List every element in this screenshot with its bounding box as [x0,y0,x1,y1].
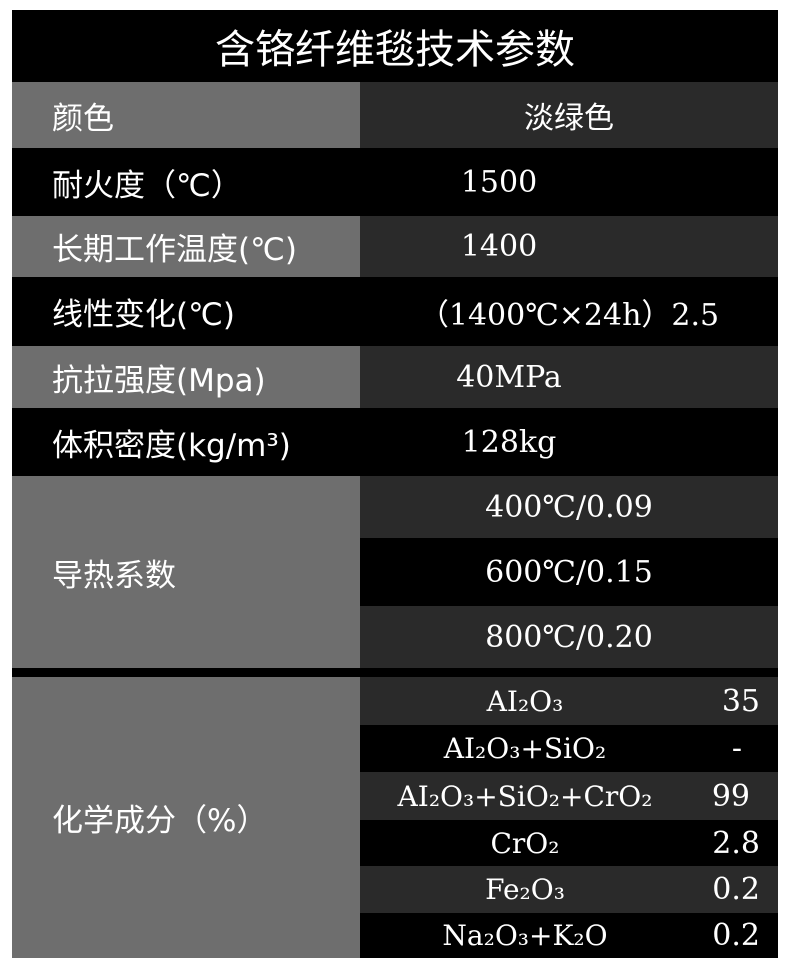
chemical-subrow: AI₂O₃+SiO₂ - [360,725,778,772]
row-value: 128kg [360,408,778,476]
chemical-composition-row: 化学成分（%） AI₂O₃ 35 AI₂O₃+SiO₂ - AI₂O₃+SiO₂+C… [12,677,778,958]
formula: AI₂O₃ [486,684,564,718]
percent: 99 [711,778,750,814]
row-value: 1400 [360,216,778,277]
table-row: 耐火度（℃） 1500 [12,148,778,216]
thermal-subrow: 400℃/0.09 [360,476,778,538]
row-label: 颜色 [12,82,360,148]
row-label: 化学成分（%） [12,677,360,958]
thermal-value: 400℃/0.09 [485,489,653,525]
table-row: 线性变化(℃) （1400℃×24h）2.5 [12,277,778,346]
thermal-value: 800℃/0.20 [485,619,653,655]
row-label: 耐火度（℃） [12,148,360,216]
row-label: 抗拉强度(Mpa) [12,346,360,408]
row-value: 1500 [360,148,778,216]
row-label: 体积密度(kg/m³) [12,408,360,476]
row-value: （1400℃×24h）2.5 [360,277,778,346]
thermal-value: 600℃/0.15 [485,554,653,590]
chemical-subrow: AI₂O₃+SiO₂+CrO₂ 99 [360,772,778,820]
table-row: 长期工作温度(℃) 1400 [12,216,778,277]
formula: Fe₂O₃ [485,873,565,906]
table-title: 含铬纤维毯技术参数 [215,27,575,73]
row-label: 线性变化(℃) [12,277,360,346]
row-label: 导热系数 [12,476,360,668]
spec-table: 含铬纤维毯技术参数 颜色 淡绿色 耐火度（℃） 1500 长期工作温度(℃) 1… [12,10,778,958]
chemical-subrow: CrO₂ 2.8 [360,820,778,866]
percent: 0.2 [712,918,760,953]
percent: - [731,731,742,766]
chemical-subrow: Fe₂O₃ 0.2 [360,866,778,913]
chemical-subrow: Na₂O₃+K₂O 0.2 [360,913,778,958]
formula: CrO₂ [490,826,560,860]
percent: 35 [721,683,760,719]
formula: AI₂O₃+SiO₂+CrO₂ [397,779,653,813]
formula: AI₂O₃+SiO₂ [443,732,607,765]
thermal-conductivity-row: 导热系数 400℃/0.09 600℃/0.15 800℃/0.20 [12,476,778,668]
table-row: 抗拉强度(Mpa) 40MPa [12,346,778,408]
row-value: 淡绿色 [360,82,778,148]
percent: 0.2 [712,872,760,907]
thermal-subrow: 600℃/0.15 [360,538,778,606]
thermal-subrow: 800℃/0.20 [360,606,778,668]
table-row: 体积密度(kg/m³) 128kg [12,408,778,476]
formula: Na₂O₃+K₂O [442,919,608,952]
chemical-subrow: AI₂O₃ 35 [360,677,778,725]
row-label: 长期工作温度(℃) [12,216,360,277]
row-value: 40MPa [360,346,778,408]
table-row: 颜色 淡绿色 [12,82,778,148]
percent: 2.8 [712,825,760,861]
